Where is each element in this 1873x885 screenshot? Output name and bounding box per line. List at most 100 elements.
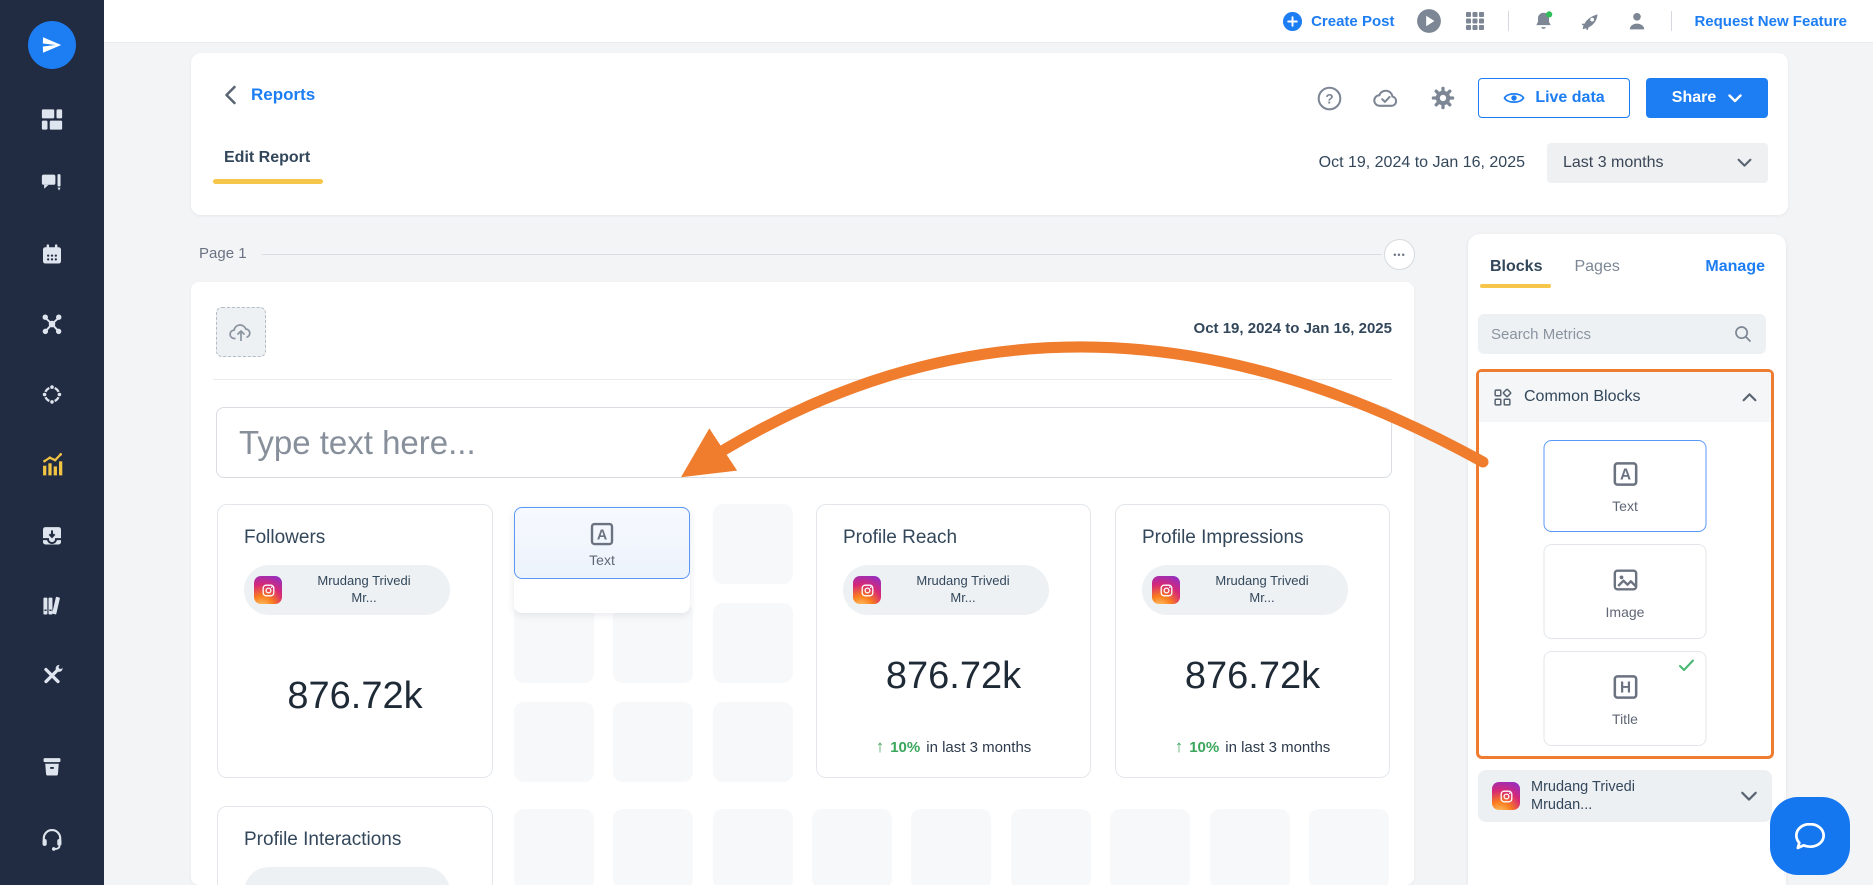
block-label: Text bbox=[1612, 498, 1638, 514]
grid-placeholder-cell bbox=[613, 702, 693, 782]
trend-percent: 10% bbox=[890, 738, 921, 756]
whats-new-button[interactable] bbox=[1578, 9, 1603, 34]
play-tour-button[interactable] bbox=[1416, 8, 1442, 34]
block-item-image[interactable]: Image bbox=[1543, 544, 1707, 639]
share-label: Share bbox=[1671, 89, 1717, 106]
account-selector[interactable]: Mrudang Trivedi Mrudan... bbox=[1478, 770, 1772, 822]
check-icon bbox=[1679, 659, 1694, 671]
account-badge: Mrudang Trivedi Mr... bbox=[843, 565, 1049, 615]
svg-text:H: H bbox=[1619, 679, 1630, 696]
blocks-grid-icon bbox=[1494, 388, 1512, 406]
live-data-button[interactable]: Live data bbox=[1478, 78, 1630, 118]
search-input[interactable] bbox=[1491, 325, 1733, 343]
sidebar-item-dashboard[interactable] bbox=[39, 106, 66, 138]
svg-text:A: A bbox=[1619, 467, 1630, 484]
sidebar-item-analytics[interactable] bbox=[38, 450, 67, 484]
tab-blocks[interactable]: Blocks bbox=[1490, 258, 1543, 275]
grid-placeholder-cell bbox=[1210, 809, 1290, 885]
analytics-icon bbox=[43, 453, 63, 476]
trend-suffix: in last 3 months bbox=[1225, 738, 1331, 756]
grid-placeholder-cell bbox=[812, 809, 892, 885]
common-blocks-title: Common Blocks bbox=[1524, 388, 1641, 405]
share-button[interactable]: Share bbox=[1646, 78, 1768, 118]
plus-circle-icon bbox=[1283, 11, 1303, 31]
inbox-tray-icon bbox=[43, 527, 61, 545]
ring-nodes-icon bbox=[41, 384, 63, 405]
block-item-text[interactable]: A Text bbox=[1543, 440, 1707, 532]
grid-placeholder-cell bbox=[613, 603, 693, 683]
report-canvas: Oct 19, 2024 to Jan 16, 2025 Type text h… bbox=[191, 282, 1414, 885]
chevron-down-icon bbox=[1741, 791, 1757, 801]
title-text-placeholder: Type text here... bbox=[239, 423, 476, 461]
chevron-down-icon bbox=[1728, 93, 1742, 102]
search-metrics-field[interactable] bbox=[1478, 314, 1766, 354]
sidebar-item-tools[interactable] bbox=[39, 662, 66, 694]
metric-card-profile-interactions[interactable]: Profile Interactions bbox=[217, 806, 493, 885]
back-to-reports[interactable]: Reports bbox=[224, 85, 315, 105]
metric-card-followers[interactable]: Followers Mrudang Trivedi Mr... 876.72k bbox=[217, 504, 493, 778]
chat-bubble-icon bbox=[1794, 822, 1826, 850]
tab-edit-report[interactable]: Edit Report bbox=[224, 149, 311, 166]
metric-card-profile-impressions[interactable]: Profile Impressions Mrudang Trivedi Mr...… bbox=[1115, 504, 1390, 778]
person-icon bbox=[1630, 13, 1645, 30]
metric-title: Profile Interactions bbox=[244, 829, 402, 850]
sidebar-item-calendar[interactable] bbox=[39, 241, 66, 273]
upload-logo-button[interactable] bbox=[216, 307, 266, 357]
sidebar-item-connections[interactable] bbox=[39, 310, 66, 342]
instagram-icon bbox=[1152, 576, 1180, 604]
network-icon bbox=[42, 314, 62, 335]
headset-icon bbox=[42, 829, 62, 851]
apps-grid-button[interactable] bbox=[1464, 10, 1486, 32]
notifications-button[interactable] bbox=[1531, 9, 1556, 34]
ellipsis-icon: ••• bbox=[1393, 249, 1406, 260]
manage-link[interactable]: Manage bbox=[1705, 258, 1765, 275]
chevron-down-icon bbox=[1737, 158, 1752, 167]
create-post-label: Create Post bbox=[1311, 12, 1395, 30]
sidebar-item-hub[interactable] bbox=[39, 381, 66, 413]
panel-tabs: Blocks Pages bbox=[1490, 258, 1620, 276]
metric-card-profile-reach[interactable]: Profile Reach Mrudang Trivedi Mr... 876.7… bbox=[816, 504, 1091, 778]
saved-status-button[interactable] bbox=[1371, 85, 1401, 117]
sidebar-item-archive[interactable] bbox=[39, 753, 66, 785]
live-data-label: Live data bbox=[1535, 89, 1605, 106]
svg-text:A: A bbox=[597, 527, 607, 543]
create-post-button[interactable]: Create Post bbox=[1282, 11, 1394, 32]
help-icon: ? bbox=[1317, 86, 1342, 110]
trend-suffix: in last 3 months bbox=[926, 738, 1032, 756]
page-options-button[interactable]: ••• bbox=[1384, 239, 1415, 270]
instagram-icon bbox=[853, 576, 881, 604]
grid-placeholder-cell bbox=[613, 809, 693, 885]
cloud-check-icon bbox=[1373, 89, 1398, 107]
sidebar-item-logo[interactable] bbox=[28, 21, 76, 69]
grid-placeholder-cell bbox=[514, 603, 594, 683]
help-button[interactable]: ? bbox=[1316, 85, 1343, 117]
settings-button[interactable] bbox=[1429, 84, 1457, 117]
topbar-divider bbox=[1671, 11, 1673, 31]
account-name: Mrudang Trivedi Mr... bbox=[1215, 573, 1309, 605]
dragged-text-block[interactable]: A Text bbox=[514, 507, 690, 579]
date-range-selector[interactable]: Last 3 months bbox=[1547, 143, 1768, 183]
common-blocks-header[interactable]: Common Blocks bbox=[1479, 372, 1771, 422]
title-block-icon: H bbox=[1613, 674, 1637, 699]
sidebar-item-support[interactable] bbox=[39, 824, 66, 856]
metric-value: 876.72k bbox=[287, 674, 423, 717]
tab-pages[interactable]: Pages bbox=[1574, 258, 1620, 275]
sidebar-item-posts[interactable] bbox=[39, 169, 66, 201]
sidebar-item-downloads[interactable] bbox=[39, 522, 66, 554]
posts-icon bbox=[41, 174, 61, 191]
app-logo-icon bbox=[28, 21, 76, 69]
account-button[interactable] bbox=[1625, 9, 1649, 33]
instagram-icon bbox=[1492, 782, 1520, 810]
archive-icon bbox=[43, 758, 61, 776]
account-name: Mrudang Trivedi Mr... bbox=[317, 573, 411, 605]
image-block-icon bbox=[1613, 568, 1637, 591]
page-label: Page 1 bbox=[199, 245, 247, 262]
request-new-feature-link[interactable]: Request New Feature bbox=[1694, 12, 1847, 30]
trend-up-icon: ↑ bbox=[875, 737, 885, 756]
sidebar-item-library[interactable] bbox=[39, 592, 66, 624]
block-item-title[interactable]: H Title bbox=[1543, 651, 1707, 746]
live-chat-button[interactable] bbox=[1770, 797, 1850, 875]
trend-up-icon: ↑ bbox=[1174, 737, 1184, 756]
account-name: Mrudang Trivedi Mrudan... bbox=[1531, 778, 1635, 813]
title-text-block[interactable]: Type text here... bbox=[216, 407, 1392, 478]
